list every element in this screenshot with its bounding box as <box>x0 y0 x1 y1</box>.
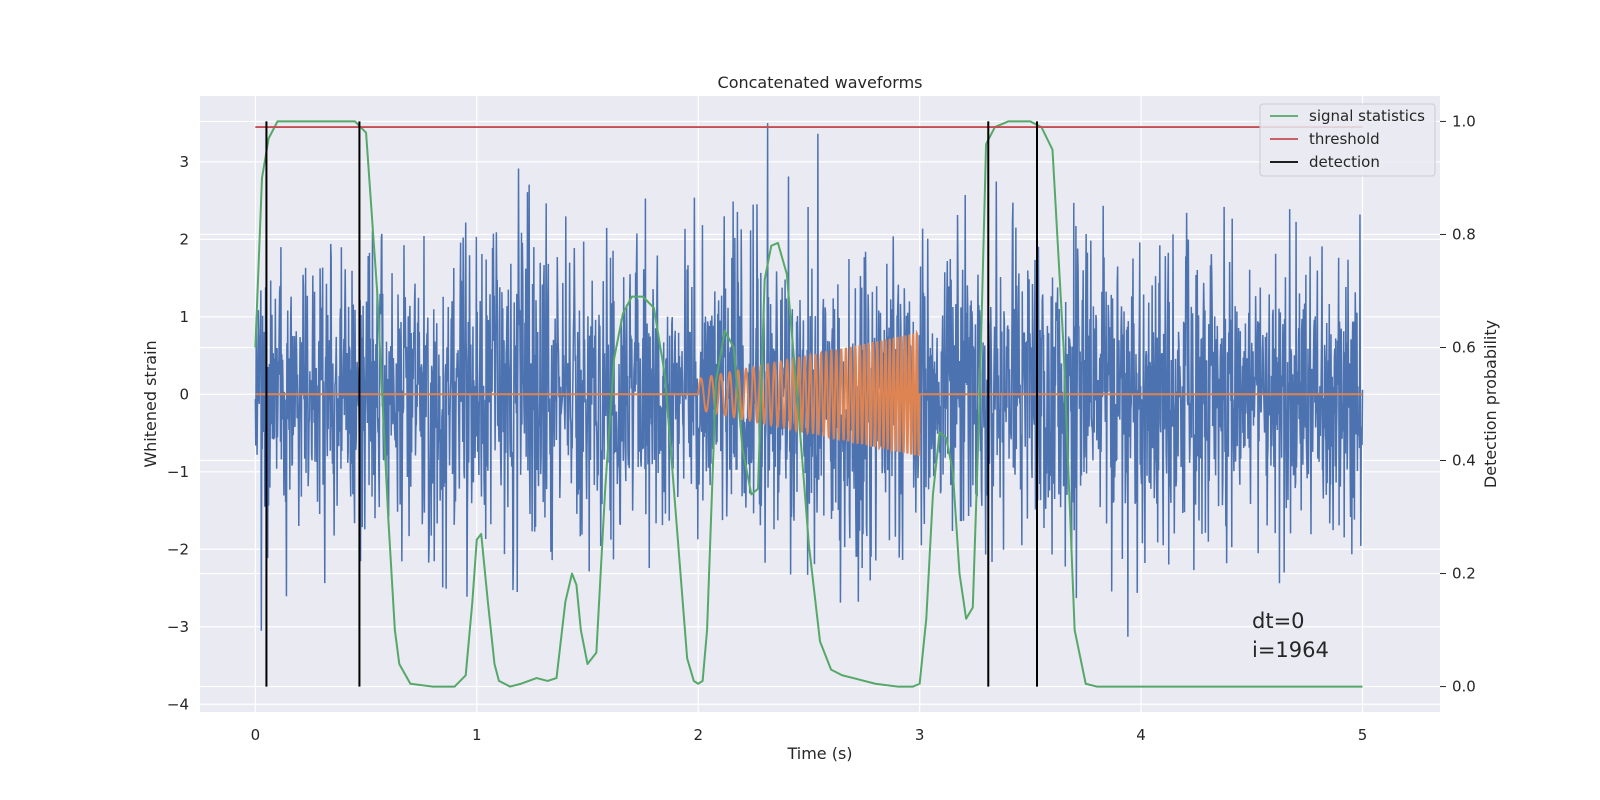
y2-tick-label: 0.0 <box>1452 678 1476 696</box>
x-tick-label: 1 <box>472 726 482 744</box>
legend-box <box>1259 103 1436 177</box>
y-axis-label: Whitened strain <box>141 340 160 467</box>
y-tick-label: 1 <box>179 308 189 326</box>
y2-tick-label: 0.6 <box>1452 338 1476 356</box>
detection-series <box>265 121 1038 687</box>
x-axis-label: Time (s) <box>786 744 852 763</box>
x-tick-label: 3 <box>915 726 925 744</box>
y-axis-ticks: −4 −3 −2 −1 0 1 2 3 <box>167 153 189 713</box>
x-axis-ticks: 0 1 2 3 4 5 <box>251 726 1368 744</box>
y2-tick-label: 1.0 <box>1452 112 1476 130</box>
y2-axis-label: Detection probability <box>1481 320 1500 488</box>
y-tick-label: 0 <box>179 385 189 403</box>
legend-label-detection: detection <box>1309 153 1380 171</box>
signal-statistics-line <box>254 120 1363 688</box>
y-tick-label: −1 <box>167 463 189 481</box>
x-tick-label: 0 <box>251 726 261 744</box>
x-tick-label: 2 <box>693 726 703 744</box>
x-tick-label: 5 <box>1358 726 1368 744</box>
legend: signal statistics threshold detection <box>1259 103 1436 177</box>
y-tick-label: −4 <box>167 695 189 713</box>
x-tick-label: 4 <box>1136 726 1146 744</box>
chirp-waveform-series <box>255 329 1363 457</box>
signal-statistics-series <box>254 120 1363 688</box>
y2-tick-label: 0.4 <box>1452 452 1476 470</box>
chart-title: Concatenated waveforms <box>718 73 923 92</box>
y-tick-label: −2 <box>167 540 189 558</box>
annotation-i: i=1964 <box>1252 638 1329 662</box>
chirp-waveform-line <box>255 329 1363 457</box>
y2-tick-label: 0.8 <box>1452 225 1476 243</box>
y2-axis-ticks: 0.0 0.2 0.4 0.6 0.8 1.0 <box>1440 112 1476 696</box>
y2-tick-label: 0.2 <box>1452 565 1476 583</box>
y-tick-label: 2 <box>179 230 189 248</box>
legend-label-threshold: threshold <box>1309 130 1380 148</box>
annotation-dt: dt=0 <box>1252 609 1305 633</box>
y-tick-label: 3 <box>179 153 189 171</box>
legend-label-signal-statistics: signal statistics <box>1309 107 1425 125</box>
y-tick-label: −3 <box>167 618 189 636</box>
